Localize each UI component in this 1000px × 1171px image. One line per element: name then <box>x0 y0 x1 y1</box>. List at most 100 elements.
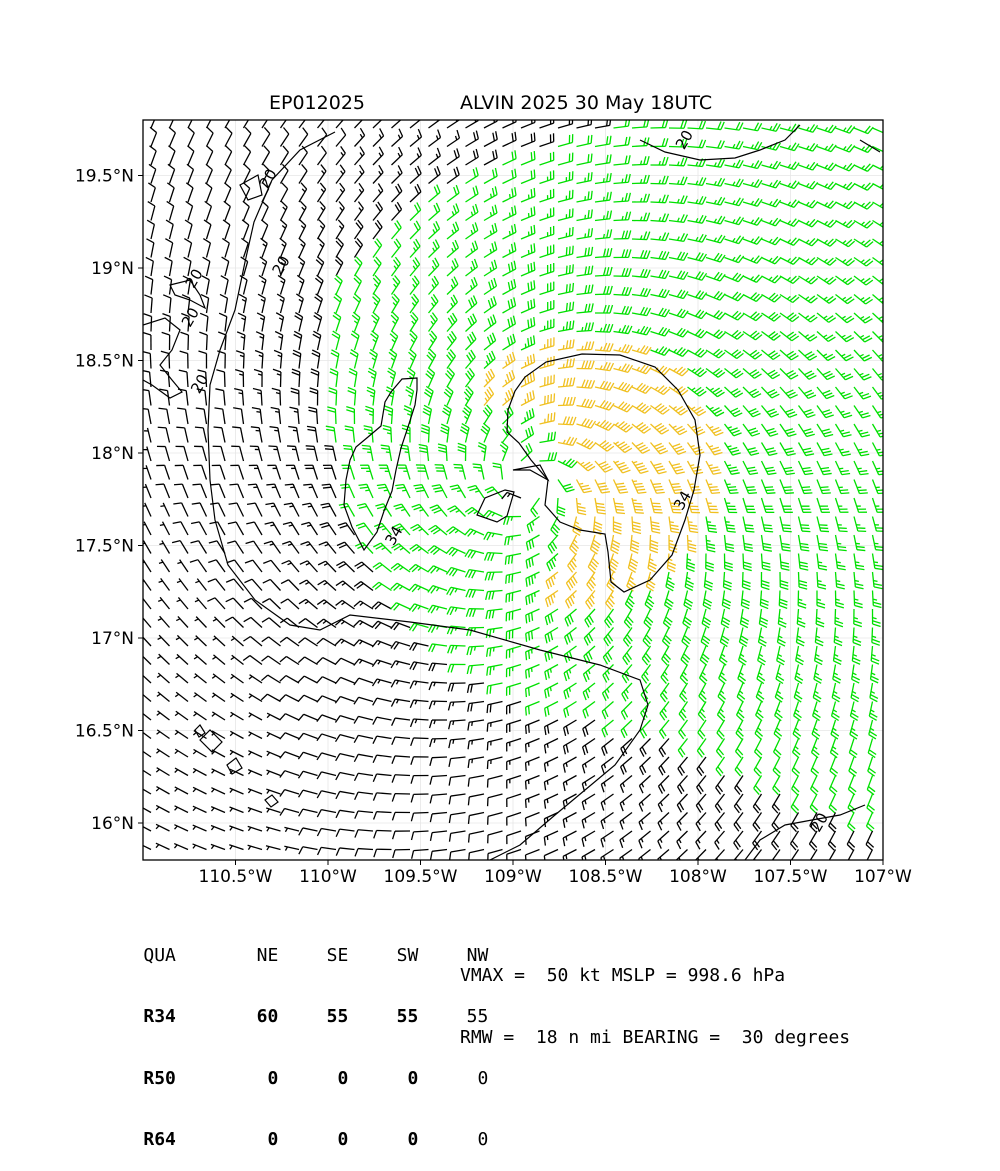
wind-barb <box>632 480 646 494</box>
wind-barb <box>595 117 611 128</box>
wind-barb <box>338 523 355 535</box>
wind-barb <box>355 128 365 146</box>
wind-barb <box>632 345 651 354</box>
wind-barb <box>410 312 418 331</box>
wind-barb <box>492 463 502 479</box>
wind-barb <box>799 276 818 284</box>
wind-barb <box>484 150 497 165</box>
wind-barb <box>230 693 243 701</box>
wind-barb <box>355 849 373 857</box>
wind-barb <box>558 116 573 128</box>
wind-barb <box>799 200 818 208</box>
wind-barb <box>146 257 154 276</box>
wind-barb <box>138 843 151 850</box>
wind-barb <box>354 735 373 742</box>
wind-barb <box>423 405 432 424</box>
wind-barb <box>193 465 206 479</box>
wind-barb <box>836 220 855 227</box>
wind-barb <box>159 578 170 590</box>
wind-barb <box>620 776 632 793</box>
wind-barb <box>836 443 851 456</box>
wind-barb <box>762 406 779 418</box>
wind-barb <box>814 665 822 684</box>
wind-barb <box>521 390 534 405</box>
wind-barb <box>430 739 447 747</box>
wind-barb <box>583 720 595 737</box>
intensity-summary: VMAX = 50 kt MSLP = 998.6 hPa RMW = 18 n… <box>460 925 850 1069</box>
wind-barb <box>817 591 825 608</box>
wind-barb <box>299 809 318 816</box>
wind-barb <box>432 485 447 498</box>
wind-barb <box>259 276 266 295</box>
wind-barb <box>407 368 415 387</box>
wind-barb <box>506 646 521 659</box>
wind-barb <box>873 461 887 475</box>
wind-barb <box>817 443 832 456</box>
wind-barb <box>299 201 306 220</box>
wind-barb <box>869 702 877 721</box>
wind-barb <box>193 825 207 831</box>
wind-barb <box>558 416 576 424</box>
wind-barb <box>144 447 151 461</box>
wind-barb <box>468 739 484 750</box>
contour-label: 20 <box>178 305 203 331</box>
wind-barb <box>762 369 780 379</box>
wind-barb <box>194 446 206 461</box>
wind-barb <box>429 240 440 258</box>
wind-barb <box>139 654 151 665</box>
wind-barb <box>651 176 669 184</box>
wind-barb <box>230 807 244 812</box>
wind-barb <box>854 313 872 323</box>
wind-barb <box>558 283 573 295</box>
wind-barb <box>355 238 363 257</box>
wind-barb <box>873 480 887 494</box>
wind-barb <box>448 506 466 517</box>
wind-barb <box>373 147 383 165</box>
wind-barb <box>558 437 577 446</box>
contour-label: 20 <box>256 166 281 192</box>
wind-barb <box>194 636 206 646</box>
wind-barb <box>336 754 355 761</box>
wind-barb <box>447 277 458 295</box>
radius-value: 55 <box>278 1007 348 1028</box>
wind-barb <box>138 749 151 757</box>
wind-barb <box>835 609 843 627</box>
wind-barb <box>147 220 154 239</box>
wind-barb <box>503 169 517 184</box>
wind-barb <box>601 794 613 811</box>
wind-barb <box>430 794 447 803</box>
wind-barb <box>540 170 554 183</box>
wind-barb <box>725 330 744 339</box>
wind-barb <box>191 522 206 535</box>
wind-barb <box>350 350 358 369</box>
wind-barb <box>301 522 317 535</box>
wind-barb <box>373 257 381 276</box>
wind-barb <box>779 591 787 609</box>
wind-barb <box>298 771 317 778</box>
wind-barb <box>187 146 193 165</box>
wind-barb <box>428 586 447 594</box>
wind-barb <box>373 563 392 572</box>
wind-barb <box>632 175 649 184</box>
wind-barb <box>503 206 516 221</box>
wind-barb <box>340 484 354 498</box>
wind-barb <box>677 813 687 831</box>
wind-barb <box>429 258 439 276</box>
wind-barb <box>336 848 354 856</box>
wind-barb <box>372 660 391 667</box>
wind-barb <box>595 136 611 147</box>
wind-barb <box>573 517 582 536</box>
wind-barb <box>336 128 346 147</box>
lon-tick-label: 107.5°W <box>754 867 828 887</box>
wind-barb <box>706 272 725 281</box>
wind-barb <box>540 375 555 387</box>
wind-barb <box>373 110 384 128</box>
wind-barb <box>873 535 884 550</box>
wind-barb <box>230 465 243 479</box>
wind-barb <box>762 350 781 359</box>
wind-barb <box>281 127 289 146</box>
wind-barb <box>854 443 869 456</box>
wind-barb <box>184 239 191 258</box>
wind-barb <box>429 185 440 202</box>
wind-barb <box>725 461 740 474</box>
